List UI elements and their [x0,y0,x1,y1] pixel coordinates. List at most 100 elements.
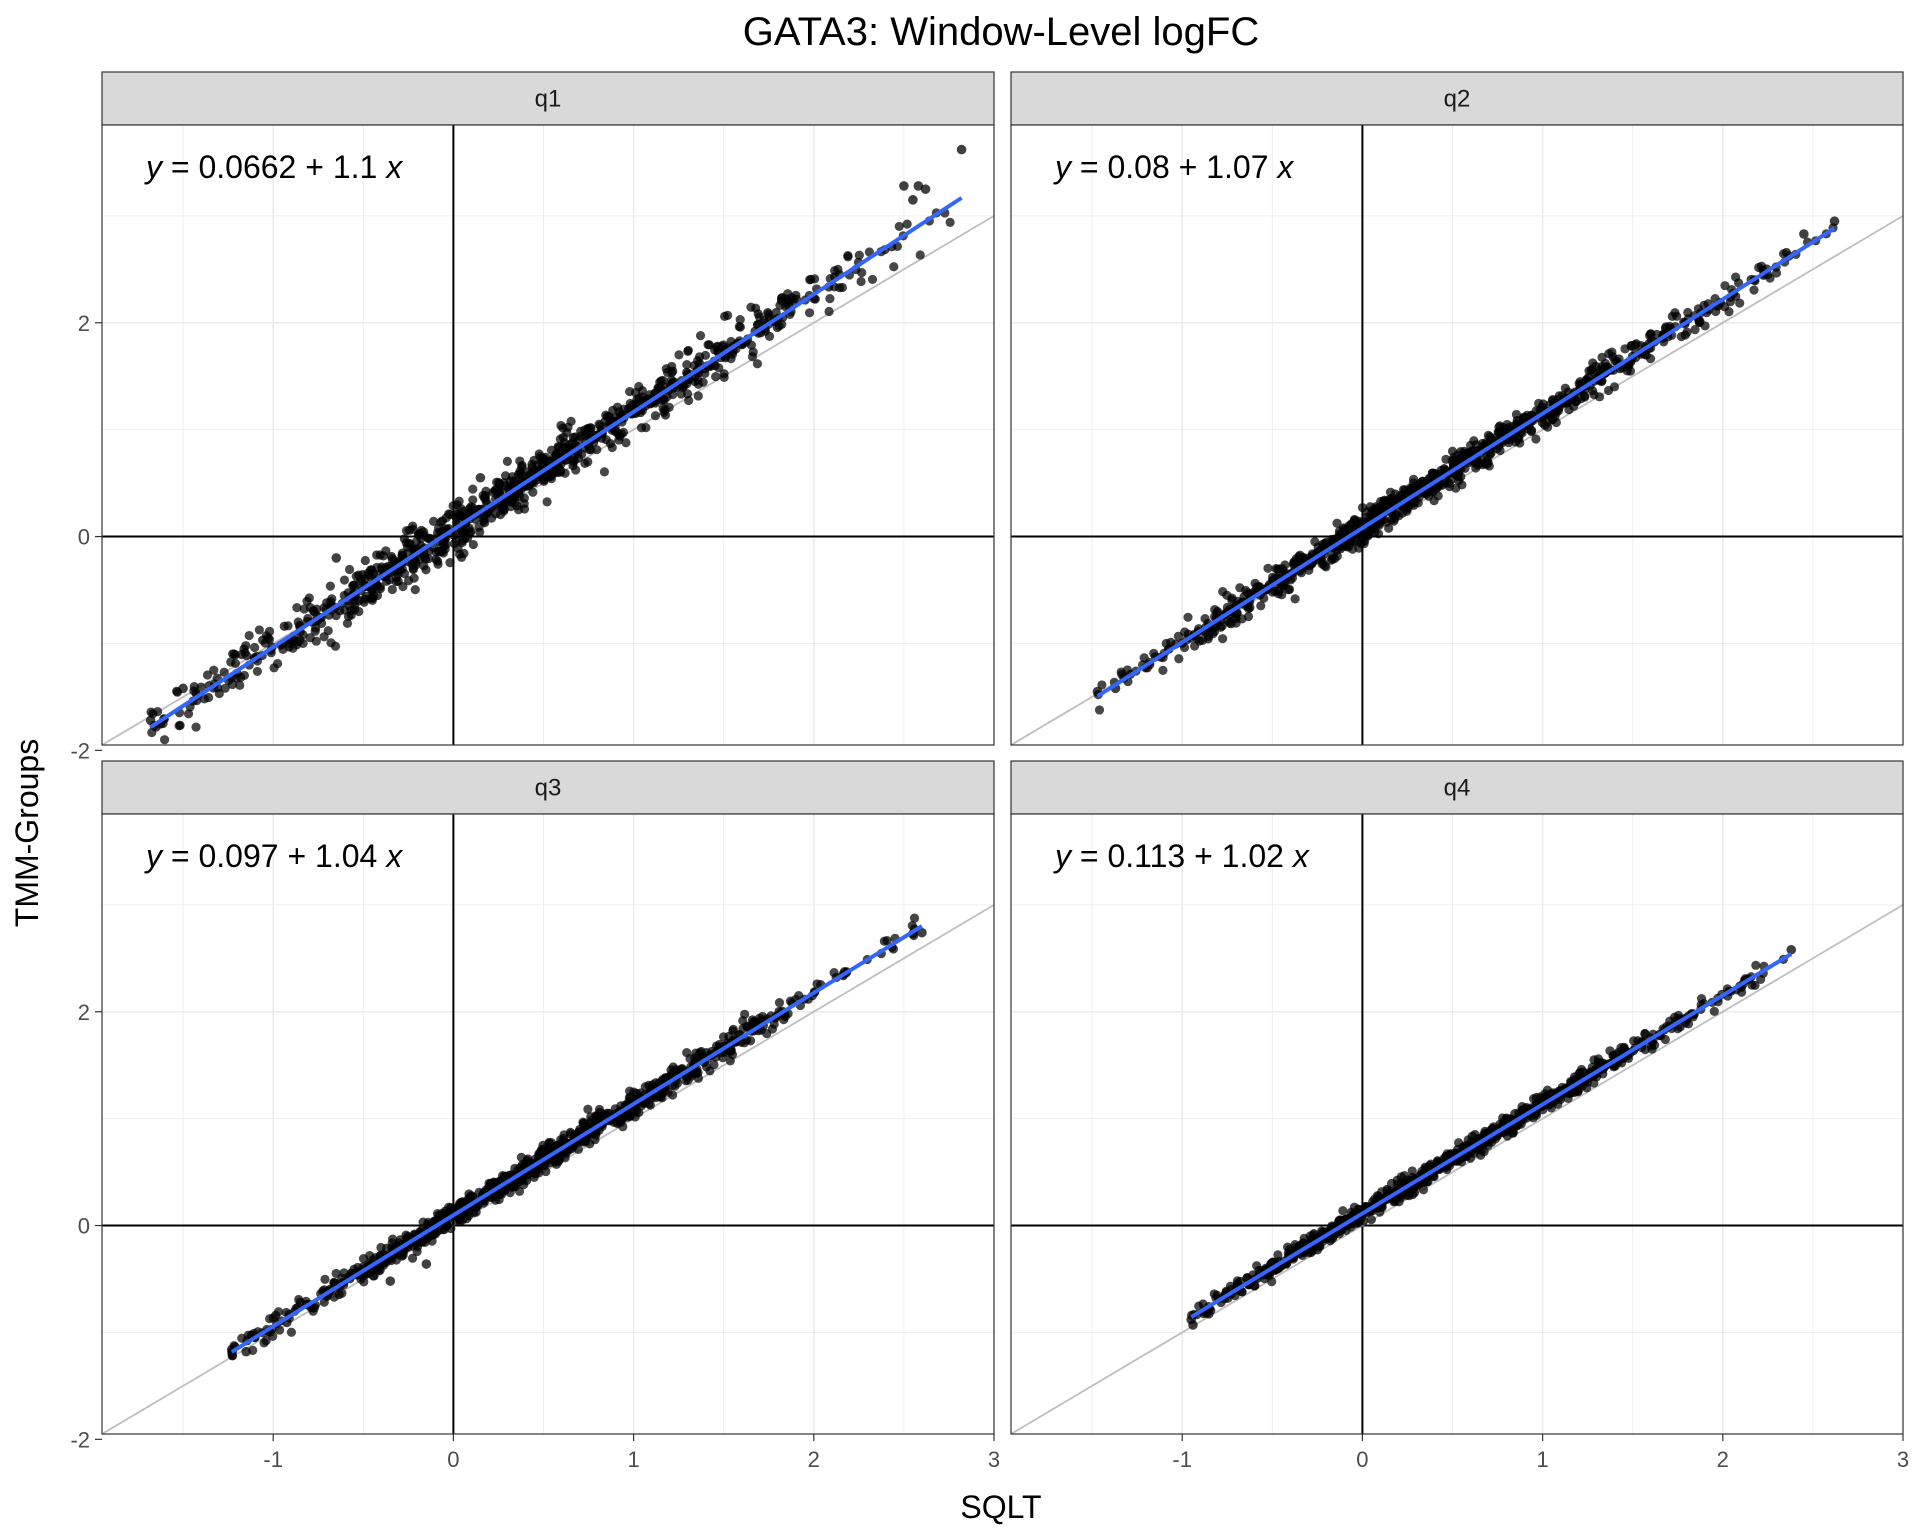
data-point [305,633,315,643]
data-point [376,1242,386,1253]
data-point [1280,560,1290,570]
data-point [711,371,721,382]
data-point [292,602,302,613]
data-point [650,411,661,421]
panel-q4: q4 y = 0.113 + 1.02 x -1 0 1 2 3 [1010,760,1909,1472]
data-point [1749,285,1759,295]
data-point [1290,594,1300,604]
data-point [720,311,730,321]
y-axis-title: TMM-Groups [9,739,45,927]
data-point [1194,636,1205,646]
data-point [446,1202,456,1213]
data-point [440,544,450,554]
data-point [174,721,184,731]
data-point [899,181,909,191]
data-point [1511,409,1522,420]
data-point [1117,669,1127,679]
data-point [810,274,820,284]
data-point [397,548,408,558]
data-point [1212,608,1222,618]
data-point [1426,1159,1436,1169]
data-point [437,516,448,526]
data-point [945,217,955,227]
data-point [1575,377,1585,387]
data-point [513,505,524,515]
data-point [774,997,785,1008]
equation-q2: y = 0.08 + 1.07 x [1053,149,1294,185]
data-point [515,456,525,466]
data-point [564,440,574,450]
data-point [475,472,486,483]
data-point [239,670,250,681]
data-point [1451,470,1462,480]
data-point [252,666,262,677]
data-point [344,564,355,575]
data-point [506,494,516,504]
data-point [565,1127,576,1137]
x-tick-label: 1 [627,1447,639,1472]
data-point [592,1111,602,1121]
data-point [1456,1157,1467,1167]
data-point [882,935,892,946]
data-point [804,308,815,318]
data-point [636,423,647,433]
data-point [530,1169,541,1179]
data-point [771,307,781,318]
data-point [1756,974,1766,985]
data-point [1735,298,1745,308]
data-point [408,524,418,534]
data-point [312,604,322,614]
data-point [625,1092,636,1102]
data-point [191,722,201,732]
data-point [1225,618,1235,628]
data-point [265,1314,275,1324]
data-point [1683,307,1693,318]
data-point [1294,551,1304,562]
data-point [391,576,401,587]
data-point [1482,452,1492,463]
data-point [1399,1170,1410,1181]
data-point [502,456,512,467]
data-point [214,688,224,699]
data-point [1645,354,1656,364]
data-point [748,347,758,357]
data-point [407,1253,418,1263]
data-point [1731,272,1741,282]
data-point [601,435,611,445]
data-point [468,539,478,550]
data-point [342,618,353,629]
data-point [1720,302,1730,312]
data-point [479,493,489,503]
data-point [580,458,590,468]
data-point [719,372,729,382]
data-point [660,410,671,420]
data-point [1222,590,1232,600]
data-point [682,359,692,370]
data-point [1200,613,1210,624]
data-point [656,1088,666,1098]
y-tick-label: -2 [70,738,90,763]
y-tick-label: -2 [70,1427,90,1452]
data-point [725,1056,735,1066]
data-point [468,495,478,505]
data-point [684,395,694,406]
data-point [548,1142,558,1152]
data-point [1447,456,1457,466]
data-point [1204,1309,1214,1319]
strip-label-q3: q3 [535,775,562,802]
data-point [535,1148,546,1158]
data-point [219,667,229,677]
reference-line [1011,904,1903,1434]
data-point [419,527,429,537]
data-point [1519,413,1529,424]
data-point [920,184,931,194]
data-point [1517,1102,1527,1112]
data-point [427,1236,437,1246]
data-point [378,551,389,561]
data-point [350,600,360,610]
data-point [573,1144,584,1155]
data-point [1372,1191,1382,1201]
data-point [432,556,443,566]
strip-label-q1: q1 [535,86,562,113]
data-point [402,542,413,552]
